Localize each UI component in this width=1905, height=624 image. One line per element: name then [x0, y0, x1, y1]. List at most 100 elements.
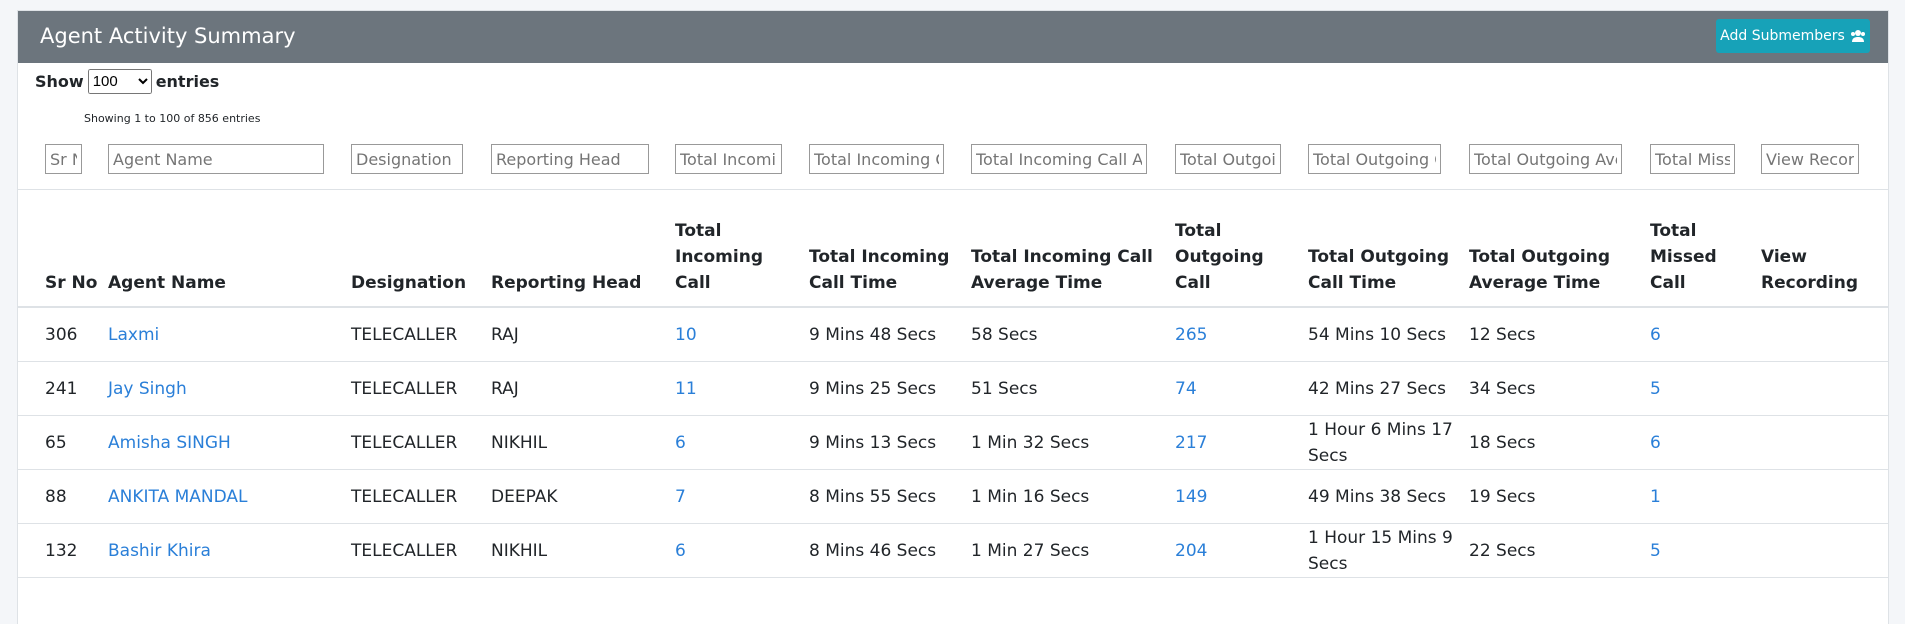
filter-cell [491, 129, 675, 190]
table-cell: RAJ [491, 307, 675, 362]
table-cell: 42 Mins 27 Secs [1308, 361, 1469, 416]
filter-cell [108, 129, 351, 190]
column-header: Designation [351, 189, 491, 308]
table-cell: DEEPAK [491, 469, 675, 524]
table-row: 132 Bashir Khira TELECALLER NIKHIL 6 8 Mins 4… [18, 523, 1888, 578]
table-row: 88 ANKITA MANDAL TELECALLER DEEPAK 7 8 Mins 5… [18, 469, 1888, 524]
column-filter[interactable] [971, 144, 1147, 174]
table-cell: 1 Hour 15 Mins 9 Secs [1308, 523, 1469, 578]
column-header: Total Incoming Call Average Time [971, 189, 1175, 308]
table-cell: 54 Mins 10 Secs [1308, 307, 1469, 362]
column-filter[interactable] [809, 144, 944, 174]
cell-link[interactable]: 6 [675, 540, 686, 561]
cell-link[interactable]: Laxmi [108, 324, 160, 345]
column-filter[interactable] [1308, 144, 1441, 174]
table-cell: TELECALLER [351, 523, 491, 578]
table-cell: 6 [1650, 307, 1761, 362]
cell-link[interactable]: ANKITA MANDAL [108, 486, 248, 507]
table-cell: NIKHIL [491, 523, 675, 578]
filter-cell [1761, 129, 1888, 190]
table-cell: 51 Secs [971, 361, 1175, 416]
column-filter[interactable] [1469, 144, 1622, 174]
table-cell: 265 [1175, 307, 1308, 362]
table-info: Showing 1 to 100 of 856 entries [84, 112, 261, 125]
column-filter[interactable] [351, 144, 463, 174]
filter-cell [1308, 129, 1469, 190]
filter-cell [351, 129, 491, 190]
cell-link[interactable]: 11 [675, 378, 697, 399]
column-header: View Recording [1761, 189, 1888, 308]
cell-link[interactable]: 6 [1650, 324, 1661, 345]
table-cell [1761, 307, 1888, 362]
table-cell: 74 [1175, 361, 1308, 416]
table-cell: 9 Mins 25 Secs [809, 361, 971, 416]
table-cell: 34 Secs [1469, 361, 1650, 416]
cell-link[interactable]: 204 [1175, 540, 1208, 561]
users-icon [1850, 30, 1865, 42]
column-header: Sr No [18, 189, 108, 308]
page-size-select[interactable]: 100 [87, 69, 152, 94]
column-filter[interactable] [108, 144, 324, 174]
table-cell: Jay Singh [108, 361, 351, 416]
cell-link[interactable]: Bashir Khira [108, 540, 211, 561]
column-filter[interactable] [675, 144, 782, 174]
column-filter[interactable] [45, 144, 82, 174]
table-cell: TELECALLER [351, 469, 491, 524]
column-header: Total Outgoing Call [1175, 189, 1308, 308]
cell-link[interactable]: 5 [1650, 540, 1661, 561]
length-control: Show 100 entries [35, 69, 219, 94]
table-cell [1761, 361, 1888, 416]
cell-link[interactable]: 217 [1175, 432, 1208, 453]
cell-link[interactable]: 265 [1175, 324, 1208, 345]
cell-link[interactable]: 149 [1175, 486, 1208, 507]
column-filter[interactable] [491, 144, 649, 174]
cell-link[interactable]: 5 [1650, 378, 1661, 399]
table-cell: 6 [675, 523, 809, 578]
header-bar: Agent Activity Summary Add Submembers [18, 11, 1888, 63]
header-row: Sr No Agent Name Designation Reporting Head… [18, 189, 1888, 308]
table-cell: RAJ [491, 361, 675, 416]
table-cell: 1 Hour 6 Mins 17 Secs [1308, 415, 1469, 470]
table-cell [1761, 523, 1888, 578]
column-header: Total Missed Call [1650, 189, 1761, 308]
button-label: Add Submembers [1720, 28, 1845, 44]
column-header: Total Incoming Call [675, 189, 809, 308]
filter-cell [809, 129, 971, 190]
cell-link[interactable]: 7 [675, 486, 686, 507]
table-cell: TELECALLER [351, 361, 491, 416]
table-cell: NIKHIL [491, 415, 675, 470]
column-filter[interactable] [1175, 144, 1281, 174]
add-submembers-button[interactable]: Add Submembers [1716, 19, 1870, 53]
table-row: 65 Amisha SINGH TELECALLER NIKHIL 6 9 Mins 13… [18, 415, 1888, 470]
filter-cell [971, 129, 1175, 190]
table-cell: 1 Min 27 Secs [971, 523, 1175, 578]
table-cell: TELECALLER [351, 415, 491, 470]
table-cell: Bashir Khira [108, 523, 351, 578]
cell-link[interactable]: 6 [675, 432, 686, 453]
column-header: Total Outgoing Call Time [1308, 189, 1469, 308]
table-cell: 12 Secs [1469, 307, 1650, 362]
table-cell: 58 Secs [971, 307, 1175, 362]
table-cell: 22 Secs [1469, 523, 1650, 578]
panel: Agent Activity Summary Add Submembers Sh… [17, 10, 1889, 624]
cell-link[interactable]: 74 [1175, 378, 1197, 399]
table-row: 241 Jay Singh TELECALLER RAJ 11 9 Mins 25 Sec… [18, 361, 1888, 416]
column-filter[interactable] [1650, 144, 1735, 174]
cell-link[interactable]: Amisha SINGH [108, 432, 231, 453]
table-cell: 217 [1175, 415, 1308, 470]
cell-link[interactable]: 10 [675, 324, 697, 345]
table-cell [1761, 415, 1888, 470]
table-cell: Laxmi [108, 307, 351, 362]
table-cell: 1 Min 16 Secs [971, 469, 1175, 524]
column-filter[interactable] [1761, 144, 1859, 174]
cell-link[interactable]: 6 [1650, 432, 1661, 453]
column-header: Total Incoming Call Time [809, 189, 971, 308]
table-cell: 132 [18, 523, 108, 578]
table-cell: 9 Mins 48 Secs [809, 307, 971, 362]
column-header: Total Outgoing Average Time [1469, 189, 1650, 308]
table-cell: 6 [1650, 415, 1761, 470]
filter-cell [18, 129, 108, 190]
cell-link[interactable]: 1 [1650, 486, 1661, 507]
cell-link[interactable]: Jay Singh [108, 378, 187, 399]
table-cell: 6 [675, 415, 809, 470]
